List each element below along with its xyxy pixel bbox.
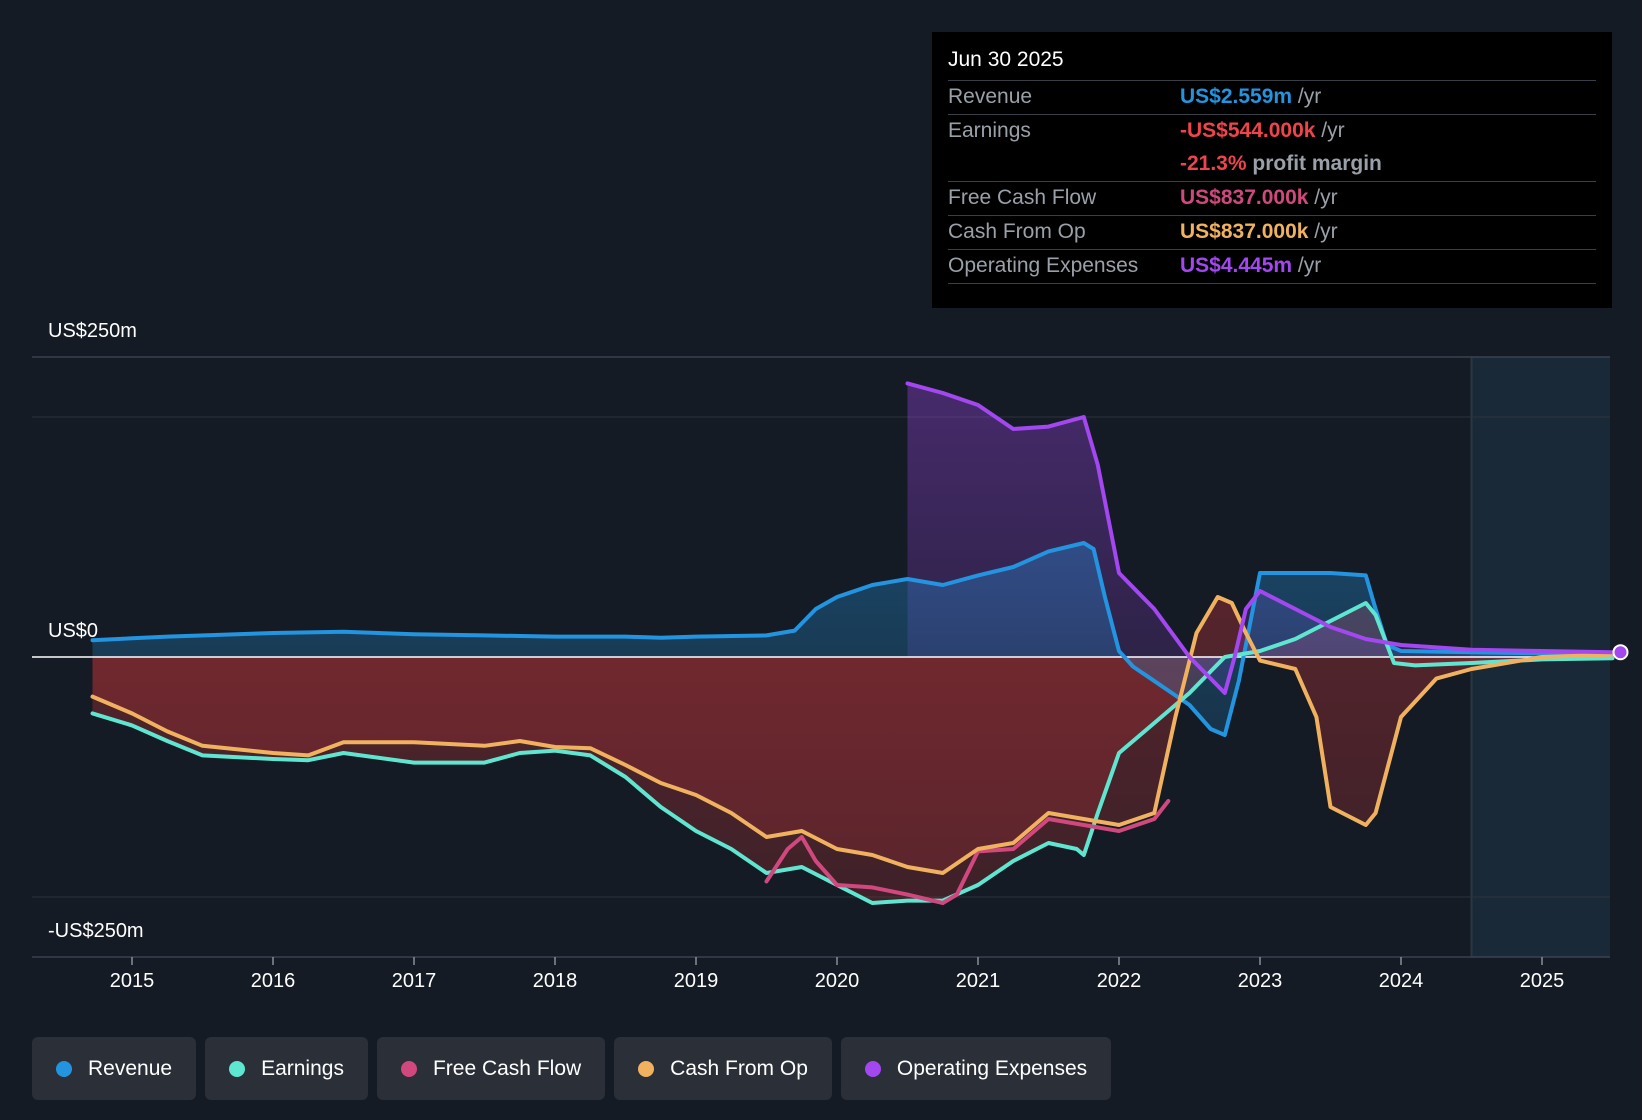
legend-label: Earnings xyxy=(261,1056,344,1080)
legend-item-fcf[interactable]: Free Cash Flow xyxy=(376,1037,606,1100)
fcf-dot-icon xyxy=(400,1060,417,1077)
tooltip-row-margin: -21.3% profit margin xyxy=(948,148,1596,182)
fcf-line xyxy=(764,799,1171,905)
opex-line xyxy=(905,381,1615,695)
cfo-line xyxy=(90,595,1615,875)
opex-dot-icon xyxy=(864,1060,881,1077)
tooltip-row-revenue: Revenue US$2.559m /yr xyxy=(948,81,1596,115)
tooltip-label: Earnings xyxy=(948,119,1031,142)
x-tick-label: 2018 xyxy=(532,970,578,992)
tooltip-value: US$837.000k xyxy=(1180,220,1309,243)
legend-item-opex[interactable]: Operating Expenses xyxy=(840,1037,1112,1100)
earnings-area xyxy=(92,603,1613,903)
legend-label: Free Cash Flow xyxy=(432,1056,582,1080)
tooltip-row-opex: Operating Expenses US$4.445m /yr xyxy=(948,250,1596,284)
legend-item-revenue[interactable]: Revenue xyxy=(32,1037,197,1100)
x-tick-label: 2022 xyxy=(1096,970,1142,992)
revenue-line xyxy=(90,541,1615,737)
tooltip-unit: /yr xyxy=(1314,186,1338,209)
tooltip-row-fcf: Free Cash Flow US$837.000k /yr xyxy=(948,182,1596,216)
legend-item-earnings[interactable]: Earnings xyxy=(205,1037,368,1100)
tooltip-value: -21.3% xyxy=(1180,152,1247,175)
tooltip-value: US$2.559m xyxy=(1180,85,1293,108)
x-tick-label: 2024 xyxy=(1378,970,1424,992)
tooltip-unit: /yr xyxy=(1321,119,1345,142)
series-areas xyxy=(92,383,1613,903)
revenue-dot-icon xyxy=(56,1060,72,1077)
y-label-zero: US$0 xyxy=(48,620,99,642)
x-tick-label: 2023 xyxy=(1237,970,1283,992)
x-tick-label: 2016 xyxy=(250,970,296,992)
y-label-bottom: -US$250m xyxy=(48,920,144,942)
cfo-dot-icon xyxy=(638,1060,655,1077)
x-tick-label: 2019 xyxy=(673,970,719,992)
legend-label: Operating Expenses xyxy=(896,1056,1088,1080)
legend-label: Cash From Op xyxy=(670,1056,808,1080)
tooltip-value: US$4.445m xyxy=(1180,254,1293,277)
y-label-top: US$250m xyxy=(48,320,137,342)
tooltip-unit: /yr xyxy=(1314,220,1338,243)
tooltip-label: Revenue xyxy=(948,85,1033,108)
tooltip-date: Jun 30 2025 xyxy=(948,48,1596,81)
tooltip-label: Cash From Op xyxy=(948,220,1086,243)
x-tick-label: 2025 xyxy=(1519,970,1565,992)
x-tick-label: 2021 xyxy=(955,970,1001,992)
tooltip-row-earnings: Earnings -US$544.000k /yr xyxy=(948,115,1596,148)
x-tick-label: 2015 xyxy=(109,970,155,992)
legend: Revenue Earnings Free Cash Flow Cash Fro… xyxy=(32,1037,1112,1100)
tooltip-row-cfo: Cash From Op US$837.000k /yr xyxy=(948,216,1596,250)
x-ticks xyxy=(131,957,1543,965)
tooltip-value: US$837.000k xyxy=(1180,186,1309,209)
opex-end-marker[interactable] xyxy=(1612,644,1629,661)
tooltip-value: -US$544.000k xyxy=(1180,119,1316,142)
legend-label: Revenue xyxy=(88,1056,173,1080)
tooltip-unit: /yr xyxy=(1297,85,1322,108)
tooltip-label: Free Cash Flow xyxy=(948,186,1097,209)
legend-item-cfo[interactable]: Cash From Op xyxy=(614,1037,832,1100)
revenue-area xyxy=(92,543,1613,735)
tooltip-label: Operating Expenses xyxy=(948,254,1139,277)
earnings-dot-icon xyxy=(229,1060,246,1077)
tooltip-unit: /yr xyxy=(1297,254,1322,277)
x-tick-label: 2017 xyxy=(391,970,437,992)
tooltip: Jun 30 2025 Revenue US$2.559m /yr Earnin… xyxy=(932,32,1612,308)
tooltip-unit: profit margin xyxy=(1252,152,1382,175)
series-lines xyxy=(90,381,1615,905)
x-tick-label: 2020 xyxy=(814,970,860,992)
